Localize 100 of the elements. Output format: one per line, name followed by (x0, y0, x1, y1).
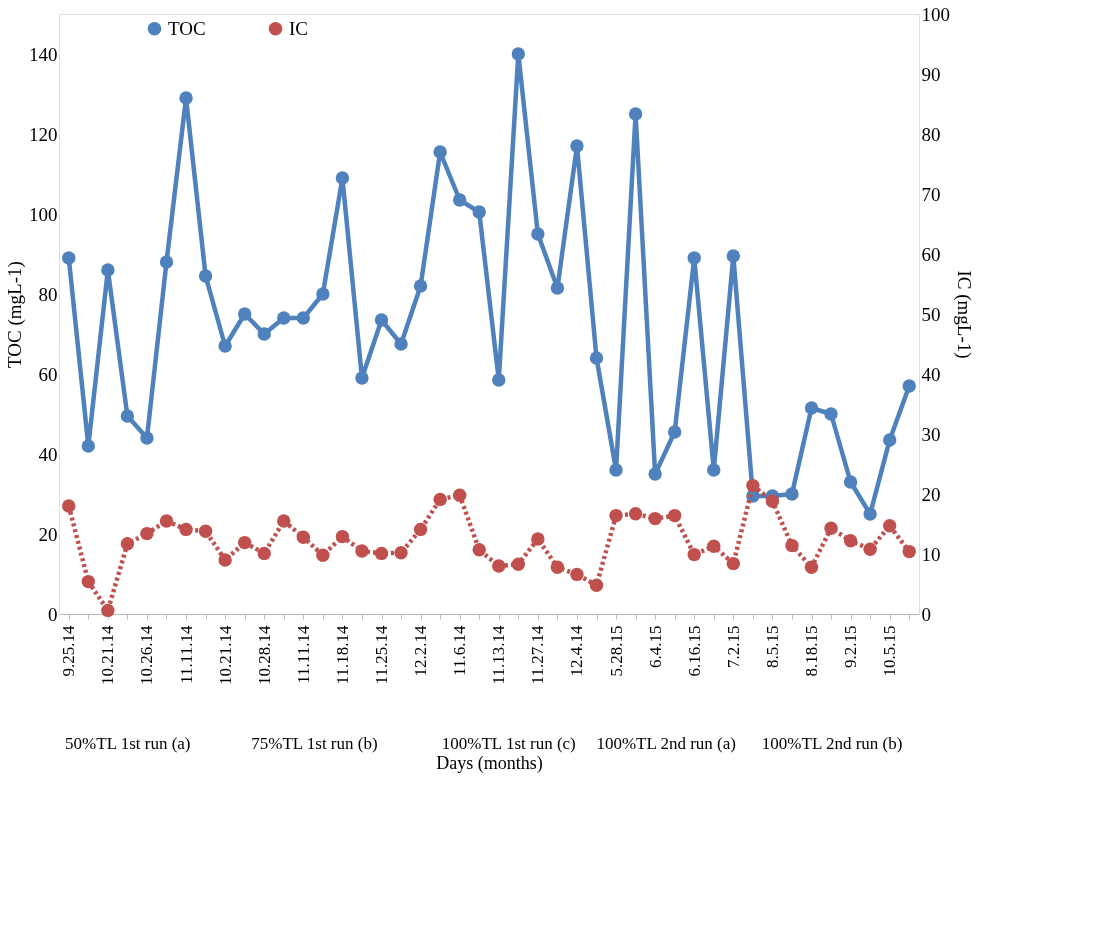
point (726, 249, 741, 263)
x-tick-label: 12.2.14 (411, 625, 431, 677)
point (433, 492, 447, 507)
x-tick-label: 10.26.14 (137, 625, 157, 685)
x-tick-label: 10.21.14 (215, 625, 235, 685)
text: 100%TL 2nd run (a) (596, 734, 736, 753)
point (687, 547, 701, 562)
x-tick-label: 8.18.15 (802, 625, 821, 677)
y2-tick-label: 80 (921, 123, 941, 145)
x-axis-title: Days (months) (436, 753, 543, 774)
point (667, 425, 682, 439)
x-tick-label: 6.4.15 (645, 625, 665, 668)
point (81, 574, 96, 589)
point (120, 537, 135, 551)
legend-label: IC (289, 17, 308, 39)
point (277, 311, 291, 325)
y2-tick-label: 40 (921, 363, 941, 385)
point (531, 227, 545, 241)
y-tick-label: 0 (48, 603, 58, 625)
point (101, 603, 115, 618)
point (843, 534, 858, 548)
point (863, 507, 877, 521)
x-tick-label: 5.28.15 (606, 625, 626, 677)
point (707, 463, 721, 477)
y2-tick-label: 30 (921, 423, 941, 445)
point (159, 255, 174, 269)
point (355, 371, 369, 385)
point (824, 407, 838, 421)
point (316, 287, 330, 301)
point (101, 263, 115, 277)
x-tick-label: 7.2.15 (723, 625, 743, 668)
text: 100%TL 1st run (c) (441, 734, 576, 753)
y-tick-label: 140 (29, 43, 58, 65)
point (198, 269, 213, 283)
point (531, 532, 545, 546)
point (62, 499, 76, 513)
point (687, 251, 701, 265)
point (413, 279, 428, 293)
x-tick-label: 11.11.14 (176, 625, 196, 684)
point (374, 546, 389, 561)
y-tick-label: 80 (38, 283, 58, 305)
y-tick-label: 120 (29, 123, 58, 145)
point (316, 548, 330, 562)
point (492, 373, 506, 387)
point (589, 578, 604, 592)
point (628, 507, 643, 521)
y-tick-label: 100 (29, 203, 58, 225)
point (237, 307, 252, 321)
point (843, 475, 858, 489)
legend-label: TOC (168, 17, 206, 39)
y-tick-label: 40 (38, 443, 58, 465)
point (628, 107, 643, 121)
point (746, 478, 760, 493)
point (198, 524, 213, 538)
point (120, 409, 135, 423)
point (257, 327, 271, 341)
point (140, 526, 154, 541)
y2-tick-label: 60 (921, 243, 941, 265)
x-tick-label: 11.6.14 (450, 625, 470, 676)
x-tick-label: 11.13.14 (489, 625, 509, 685)
point (570, 567, 584, 582)
point (296, 530, 311, 544)
x-tick-label: 11.27.14 (528, 625, 548, 685)
point (81, 439, 96, 453)
x-tick-label: 11.11.14 (293, 625, 313, 684)
y2-tick-label: 0 (921, 603, 931, 625)
point (511, 557, 526, 571)
point (179, 91, 193, 105)
point (609, 508, 623, 523)
point (394, 546, 408, 560)
point (648, 511, 662, 526)
point (667, 508, 682, 523)
y2-tick-label: 70 (921, 183, 941, 205)
point (609, 463, 623, 477)
point (511, 47, 526, 61)
y2-tick-label: 10 (921, 543, 941, 565)
point (433, 145, 447, 159)
point (218, 553, 232, 567)
point (218, 339, 232, 353)
y2-tick-label: 50 (921, 303, 941, 325)
point (570, 139, 584, 153)
point (237, 535, 252, 550)
point (355, 544, 369, 558)
point (413, 522, 428, 537)
x-tick-label: 10.28.14 (254, 625, 274, 685)
x-tick-label: 8.5.15 (762, 625, 782, 668)
y-tick-label: 20 (38, 523, 58, 545)
point (804, 401, 819, 415)
y2-axis-title: IC (mgL-1) (953, 270, 975, 359)
y2-tick-label: 100 (921, 3, 950, 25)
x-tick-label: 10.21.14 (98, 625, 118, 685)
point (394, 337, 408, 351)
point (277, 514, 291, 528)
point (62, 251, 76, 265)
x-tick-label: 10.5.15 (880, 625, 900, 677)
y2-tick-label: 20 (921, 483, 941, 505)
point (472, 205, 486, 219)
point (648, 467, 662, 481)
text: 75%TL 1st run (b) (251, 734, 378, 753)
point (707, 539, 721, 553)
